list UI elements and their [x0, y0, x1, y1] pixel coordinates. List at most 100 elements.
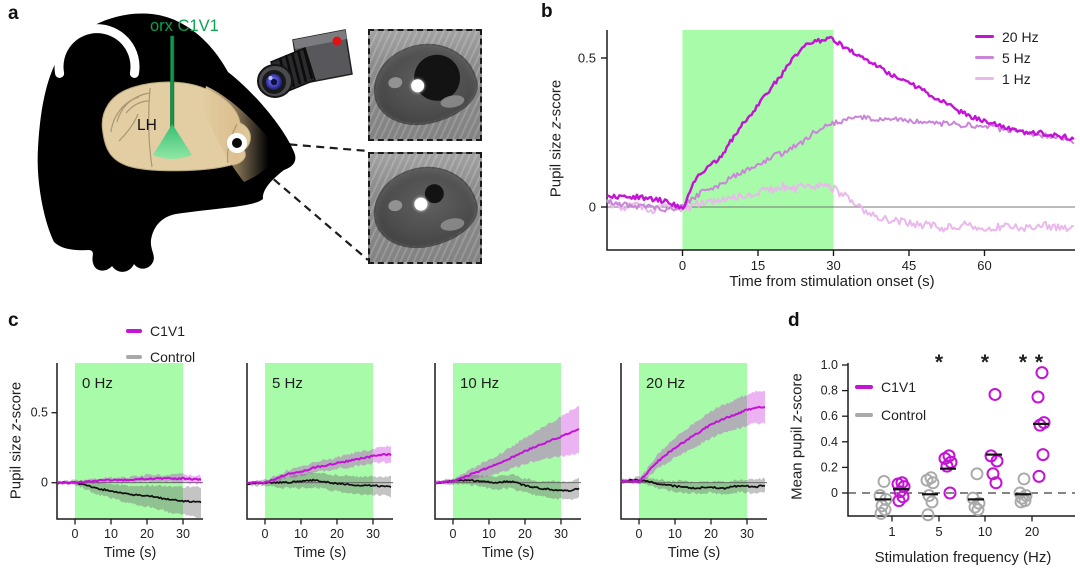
scatter-point-control — [922, 489, 936, 503]
significance-star: * — [1019, 351, 1028, 374]
axes — [606, 30, 1075, 251]
control-mean-line — [246, 478, 392, 488]
scatter-point-c1v1 — [896, 490, 910, 504]
scatter-point-c1v1 — [1031, 390, 1045, 404]
y-tick-label: 0.4 — [821, 435, 838, 449]
legend-swatch-control — [855, 413, 873, 417]
frequency-label: 5 Hz — [272, 375, 303, 392]
scatter-point-control — [925, 495, 939, 509]
x-tick-label: 30 — [826, 258, 840, 273]
x-tick-label: 30 — [554, 527, 568, 541]
legend-item-control: Control — [855, 401, 926, 429]
legend-item-20hz: 20 Hz — [975, 26, 1039, 47]
y-tick-label: 0 — [589, 200, 596, 215]
x-tick-label: 30 — [176, 527, 190, 541]
x-axis-label: Time (s) — [668, 545, 721, 561]
axes — [847, 363, 1075, 517]
legend-item-5hz: 5 Hz — [975, 47, 1039, 68]
scatter-point-control — [971, 503, 985, 517]
x-axis-label: Time (s) — [294, 545, 347, 561]
eye-photo-dilated — [368, 29, 482, 141]
frequency-label: 0 Hz — [82, 375, 113, 392]
scatter-point-c1v1 — [989, 476, 1003, 490]
stimulation-window — [639, 363, 747, 519]
scatter-point-c1v1 — [1032, 469, 1046, 483]
legend-label-c1v1: C1V1 — [150, 323, 186, 339]
series-line-5hz — [606, 114, 1075, 213]
legend-swatch-c1v1 — [855, 385, 873, 389]
legend-swatch-c1v1 — [126, 329, 142, 333]
eye-ring-icon — [227, 133, 247, 153]
axes — [434, 363, 581, 520]
scatter-point-control — [926, 476, 940, 490]
x-tick-label: 30 — [366, 527, 380, 541]
panel-d-xlabel: Stimulation frequency (Hz) — [874, 549, 1052, 566]
x-tick-label: 20 — [704, 527, 718, 541]
legend-swatch-20hz — [975, 34, 994, 39]
control-band — [57, 479, 201, 519]
x-tick-label: 30 — [740, 527, 754, 541]
scatter-point-control — [921, 508, 935, 522]
x-tick-label: 15 — [751, 258, 765, 273]
scatter-point-control — [968, 500, 982, 514]
scatter-point-control — [878, 503, 892, 517]
legend-swatch-5hz — [975, 55, 994, 60]
scatter-point-c1v1 — [1033, 418, 1047, 432]
axes — [620, 363, 767, 520]
panel-c-ylabel: Pupil size z-score — [7, 381, 25, 500]
y-tick-label: 0.6 — [821, 409, 838, 423]
panel-d-legend: C1V1 Control — [855, 373, 926, 429]
y-tick-label: 0.5 — [31, 406, 48, 420]
scatter-point-c1v1 — [1035, 366, 1049, 380]
stimulation-window — [682, 30, 834, 250]
x-tick-label: 0 — [636, 527, 643, 541]
c1v1-band — [247, 445, 391, 486]
mouse-schematic — [37, 13, 369, 272]
scatter-point-control — [920, 473, 934, 487]
x-tick-label: 20 — [330, 527, 344, 541]
axes — [246, 363, 393, 520]
legend-item-c1v1: C1V1 — [126, 318, 195, 344]
x-axis-label: Time (s) — [482, 545, 535, 561]
scatter-point-control — [1017, 472, 1031, 486]
camera-record-light — [332, 36, 342, 46]
brain-region-label: LH — [137, 117, 157, 134]
panel-d-ylabel: Mean pupil z-score — [788, 373, 806, 500]
y-tick-label: 0 — [831, 486, 838, 500]
x-tick-label: 10 — [482, 527, 496, 541]
panel-b-chart: 0 15 30 45 60 0 0.5 — [578, 30, 1075, 273]
x-tick-label: 0 — [262, 527, 269, 541]
c1v1-mean-line — [620, 405, 765, 483]
x-tick-label: 10 — [104, 527, 118, 541]
panel-c-legend: C1V1 Control — [126, 318, 195, 370]
legend-item-c1v1: C1V1 — [855, 373, 926, 401]
significance-star: * — [935, 351, 944, 374]
scatter-point-c1v1 — [1036, 448, 1050, 462]
panel-b-ylabel: Pupil size z-score — [547, 79, 565, 198]
panel-d-chart: 0 0.2 0.4 0.6 0.8 1.0 1 5 10 20 * * * * — [821, 351, 1075, 539]
scatter-point-c1v1 — [892, 494, 906, 508]
legend-swatch-control — [126, 355, 142, 359]
x-tick-label: 0 — [679, 258, 686, 273]
x-tick-label: 45 — [902, 258, 916, 273]
panel-b-xlabel: Time from stimulation onset (s) — [729, 273, 935, 290]
y-tick-label: 0.8 — [821, 384, 838, 398]
scatter-point-c1v1 — [940, 459, 954, 473]
camera-icon — [257, 29, 353, 98]
control-mean-line — [56, 481, 202, 504]
legend-item-control: Control — [126, 344, 195, 370]
legend-label-20hz: 20 Hz — [1002, 28, 1039, 45]
panel-a-letter: a — [8, 3, 19, 24]
x-tick-label: 0 — [450, 527, 457, 541]
x-tick-label: 1 — [888, 524, 895, 539]
ear-icon — [54, 24, 140, 78]
panel-b-letter: b — [541, 1, 553, 22]
c1v1-band — [435, 406, 579, 485]
stimulation-window — [75, 363, 183, 519]
c1v1-mean-line — [56, 476, 202, 485]
y-tick-label: 1.0 — [821, 358, 838, 372]
x-tick-label: 60 — [977, 258, 991, 273]
x-tick-label: 0 — [72, 527, 79, 541]
control-band — [247, 472, 391, 498]
